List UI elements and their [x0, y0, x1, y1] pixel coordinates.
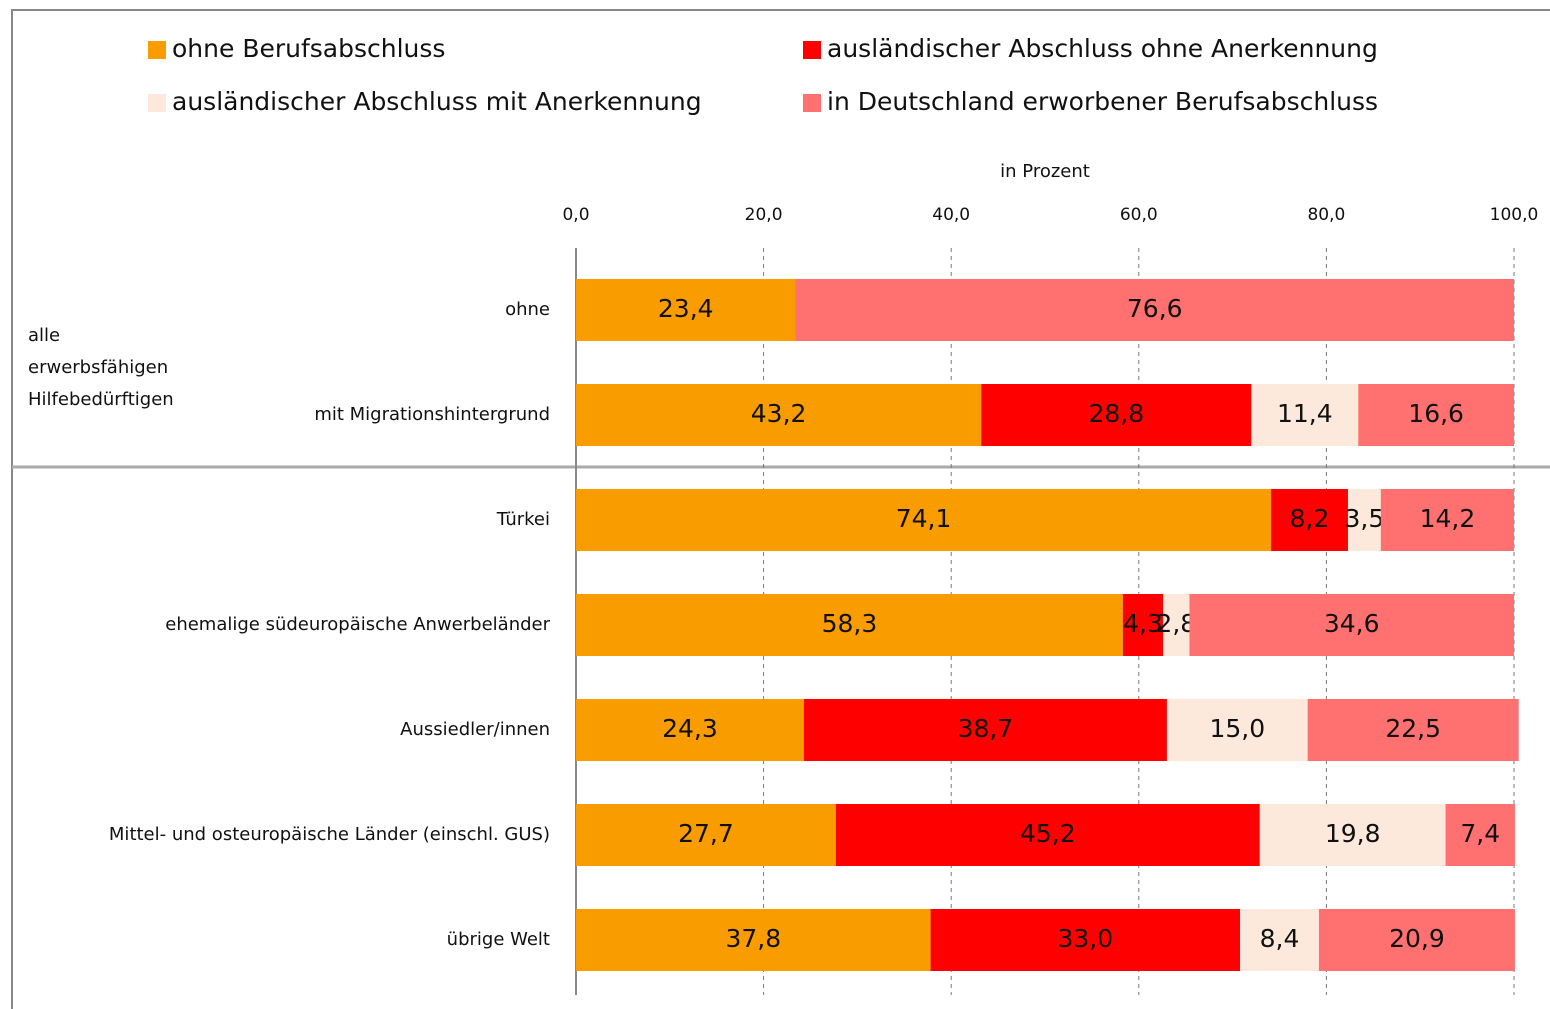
value-label: 14,2 [1420, 504, 1476, 533]
bar-segment [835, 804, 1260, 866]
value-label: 7,4 [1460, 819, 1500, 848]
legend-label: ausländischer Abschluss ohne Anerkennung [827, 34, 1378, 63]
bar-segment [576, 909, 931, 971]
value-label: 8,2 [1290, 504, 1330, 533]
group-label: alle erwerbsfähigen Hilfebedürftigen [28, 325, 174, 410]
x-tick-label: 80,0 [1307, 205, 1345, 225]
category-label: übrige Welt [447, 929, 550, 950]
bar-segment [1445, 804, 1515, 866]
value-label: 34,6 [1324, 609, 1380, 638]
value-label: 28,8 [1088, 399, 1144, 428]
value-label: 24,3 [662, 714, 718, 743]
value-label: 27,7 [678, 819, 734, 848]
bar-segment [576, 489, 1272, 551]
value-label: 19,8 [1325, 819, 1381, 848]
legend-swatch [803, 41, 821, 59]
bar-segment [930, 909, 1241, 971]
value-label: 15,0 [1209, 714, 1265, 743]
legend-label: in Deutschland erworbener Berufsabschlus… [827, 87, 1378, 116]
legend-label: ohne Berufsabschluss [172, 34, 445, 63]
x-tick-label: 100,0 [1490, 205, 1539, 225]
bar-segment [576, 699, 804, 761]
value-label: 76,6 [1127, 294, 1183, 323]
category-label: Türkei [496, 509, 550, 530]
bar-segment [1318, 909, 1515, 971]
value-label: 20,9 [1389, 924, 1445, 953]
x-tick-label: 60,0 [1120, 205, 1158, 225]
value-label: 22,5 [1385, 714, 1441, 743]
legend-label: ausländischer Abschluss mit Anerkennung [172, 87, 702, 116]
bar-segment [576, 594, 1123, 656]
value-label: 11,4 [1277, 399, 1333, 428]
bar-segment [1240, 909, 1319, 971]
axis-title: in Prozent [1000, 161, 1090, 182]
x-tick-label: 20,0 [745, 205, 783, 225]
group-label-line: alle [28, 325, 60, 346]
bar-segment [1380, 489, 1514, 551]
bar-segment [576, 384, 982, 446]
value-label: 3,5 [1345, 504, 1385, 533]
bar-segment [1163, 594, 1190, 656]
bar-segment [1347, 489, 1381, 551]
bar-segment [1166, 699, 1308, 761]
bar-segment [803, 699, 1167, 761]
bar-segment [981, 384, 1252, 446]
group-label-line: Hilfebedürftigen [28, 389, 174, 410]
bar-segment [1259, 804, 1446, 866]
bar-segment [1251, 384, 1359, 446]
bar-segment [1358, 384, 1514, 446]
legend-swatch [148, 94, 166, 112]
bar-segment [795, 279, 1514, 341]
frame [11, 9, 1550, 1009]
category-label: ohne [505, 299, 550, 320]
category-label: ehemalige südeuropäische Anwerbeländer [165, 614, 550, 635]
value-label: 74,1 [896, 504, 952, 533]
legend-swatch [148, 41, 166, 59]
category-label: Mittel- und osteuropäische Länder (einsc… [109, 824, 550, 845]
value-label: 45,2 [1020, 819, 1076, 848]
group-label-line: erwerbsfähigen [28, 357, 168, 378]
value-label: 4,3 [1123, 609, 1163, 638]
value-label: 43,2 [751, 399, 807, 428]
bar-segment [1122, 594, 1164, 656]
bar-segment [576, 804, 836, 866]
bar-segment [1189, 594, 1514, 656]
value-label: 37,8 [725, 924, 781, 953]
value-label: 58,3 [822, 609, 878, 638]
category-label: mit Migrationshintergrund [314, 404, 550, 425]
value-label: 38,7 [958, 714, 1014, 743]
bar-segment [576, 279, 796, 341]
value-label: 16,6 [1408, 399, 1464, 428]
bar-segment [1307, 699, 1519, 761]
value-label: 23,4 [658, 294, 714, 323]
value-label: 8,4 [1260, 924, 1300, 953]
x-tick-label: 0,0 [562, 205, 589, 225]
legend-swatch [803, 94, 821, 112]
bar-segment [1271, 489, 1348, 551]
x-tick-label: 40,0 [932, 205, 970, 225]
category-label: Aussiedler/innen [400, 719, 550, 740]
value-label: 33,0 [1057, 924, 1113, 953]
